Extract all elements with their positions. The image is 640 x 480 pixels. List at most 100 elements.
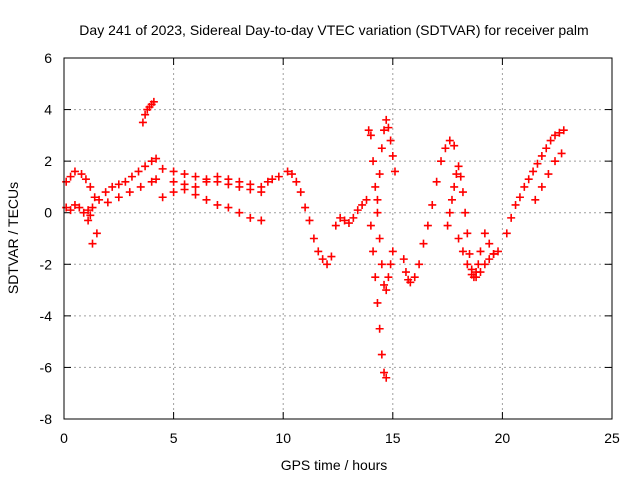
data-point <box>476 268 485 277</box>
data-point <box>79 208 88 217</box>
data-point <box>423 221 432 230</box>
data-point <box>191 182 200 191</box>
data-point <box>443 221 452 230</box>
data-point <box>375 170 384 179</box>
data-point <box>410 273 419 282</box>
axis-ticks: 0 5 10 15 20 25 -8 -6 -4 -2 0 2 4 6 <box>40 50 620 446</box>
data-point <box>369 247 378 256</box>
data-point <box>62 177 71 186</box>
data-point <box>202 177 211 186</box>
data-point <box>445 208 454 217</box>
data-point <box>537 151 546 160</box>
data-point <box>463 229 472 238</box>
data-point <box>557 149 566 158</box>
data-point <box>287 170 296 179</box>
data-point <box>450 141 459 150</box>
x-axis-title: GPS time / hours <box>281 457 388 473</box>
data-point <box>127 172 136 181</box>
data-point <box>336 213 345 222</box>
data-point <box>494 247 503 256</box>
data-point <box>138 118 147 127</box>
data-point <box>103 198 112 207</box>
data-point <box>149 97 158 106</box>
data-point <box>384 123 393 132</box>
data-point <box>390 167 399 176</box>
y-tick-label: 0 <box>44 205 52 221</box>
data-point <box>358 200 367 209</box>
data-point <box>114 193 123 202</box>
data-point <box>84 206 93 215</box>
data-point <box>373 208 382 217</box>
data-point <box>375 234 384 243</box>
data-point <box>70 200 79 209</box>
data-point <box>458 188 467 197</box>
data-point <box>428 200 437 209</box>
data-point <box>309 234 318 243</box>
data-point <box>476 247 485 256</box>
data-point <box>213 200 222 209</box>
chart-title: Day 241 of 2023, Sidereal Day-to-day VTE… <box>79 22 588 38</box>
data-point <box>95 195 104 204</box>
data-point <box>380 126 389 135</box>
data-point <box>353 206 362 215</box>
data-point <box>81 175 90 184</box>
data-point <box>180 180 189 189</box>
data-point <box>371 273 380 282</box>
data-point <box>121 177 130 186</box>
data-point <box>441 144 450 153</box>
data-point <box>125 188 134 197</box>
data-point <box>485 239 494 248</box>
data-point <box>305 216 314 225</box>
data-point <box>283 167 292 176</box>
data-point <box>169 188 178 197</box>
data-point <box>472 273 481 282</box>
y-tick-label: -2 <box>40 256 53 272</box>
x-tick-label: 0 <box>60 430 68 446</box>
data-point <box>406 278 415 287</box>
y-axis-title: SDTVAR / TECUs <box>5 182 21 294</box>
data-point <box>318 255 327 264</box>
x-tick-label: 5 <box>170 430 178 446</box>
data-point <box>377 144 386 153</box>
data-point <box>246 180 255 189</box>
data-point <box>274 172 283 181</box>
data-point <box>461 208 470 217</box>
data-point <box>152 175 161 184</box>
data-points <box>62 97 568 382</box>
y-tick-label: -8 <box>40 411 53 427</box>
grid <box>64 58 612 419</box>
data-point <box>136 182 145 191</box>
data-point <box>77 170 86 179</box>
data-point <box>384 273 393 282</box>
data-point <box>301 203 310 212</box>
data-point <box>437 157 446 166</box>
data-point <box>382 115 391 124</box>
data-point <box>377 260 386 269</box>
data-point <box>489 249 498 258</box>
data-point <box>257 182 266 191</box>
data-point <box>465 249 474 258</box>
data-point <box>467 270 476 279</box>
data-point <box>382 286 391 295</box>
data-point <box>292 177 301 186</box>
data-point <box>386 260 395 269</box>
data-point <box>331 221 340 230</box>
data-point <box>263 177 272 186</box>
data-point <box>445 136 454 145</box>
data-point <box>555 128 564 137</box>
data-point <box>84 216 93 225</box>
data-point <box>169 177 178 186</box>
data-point <box>515 193 524 202</box>
data-point <box>524 175 533 184</box>
data-point <box>382 373 391 382</box>
data-point <box>480 260 489 269</box>
data-point <box>533 159 542 168</box>
y-tick-label: 6 <box>44 50 52 66</box>
data-point <box>86 211 95 220</box>
data-point <box>544 170 553 179</box>
x-tick-label: 20 <box>495 430 511 446</box>
data-point <box>511 200 520 209</box>
y-tick-label: 2 <box>44 153 52 169</box>
data-point <box>551 157 560 166</box>
